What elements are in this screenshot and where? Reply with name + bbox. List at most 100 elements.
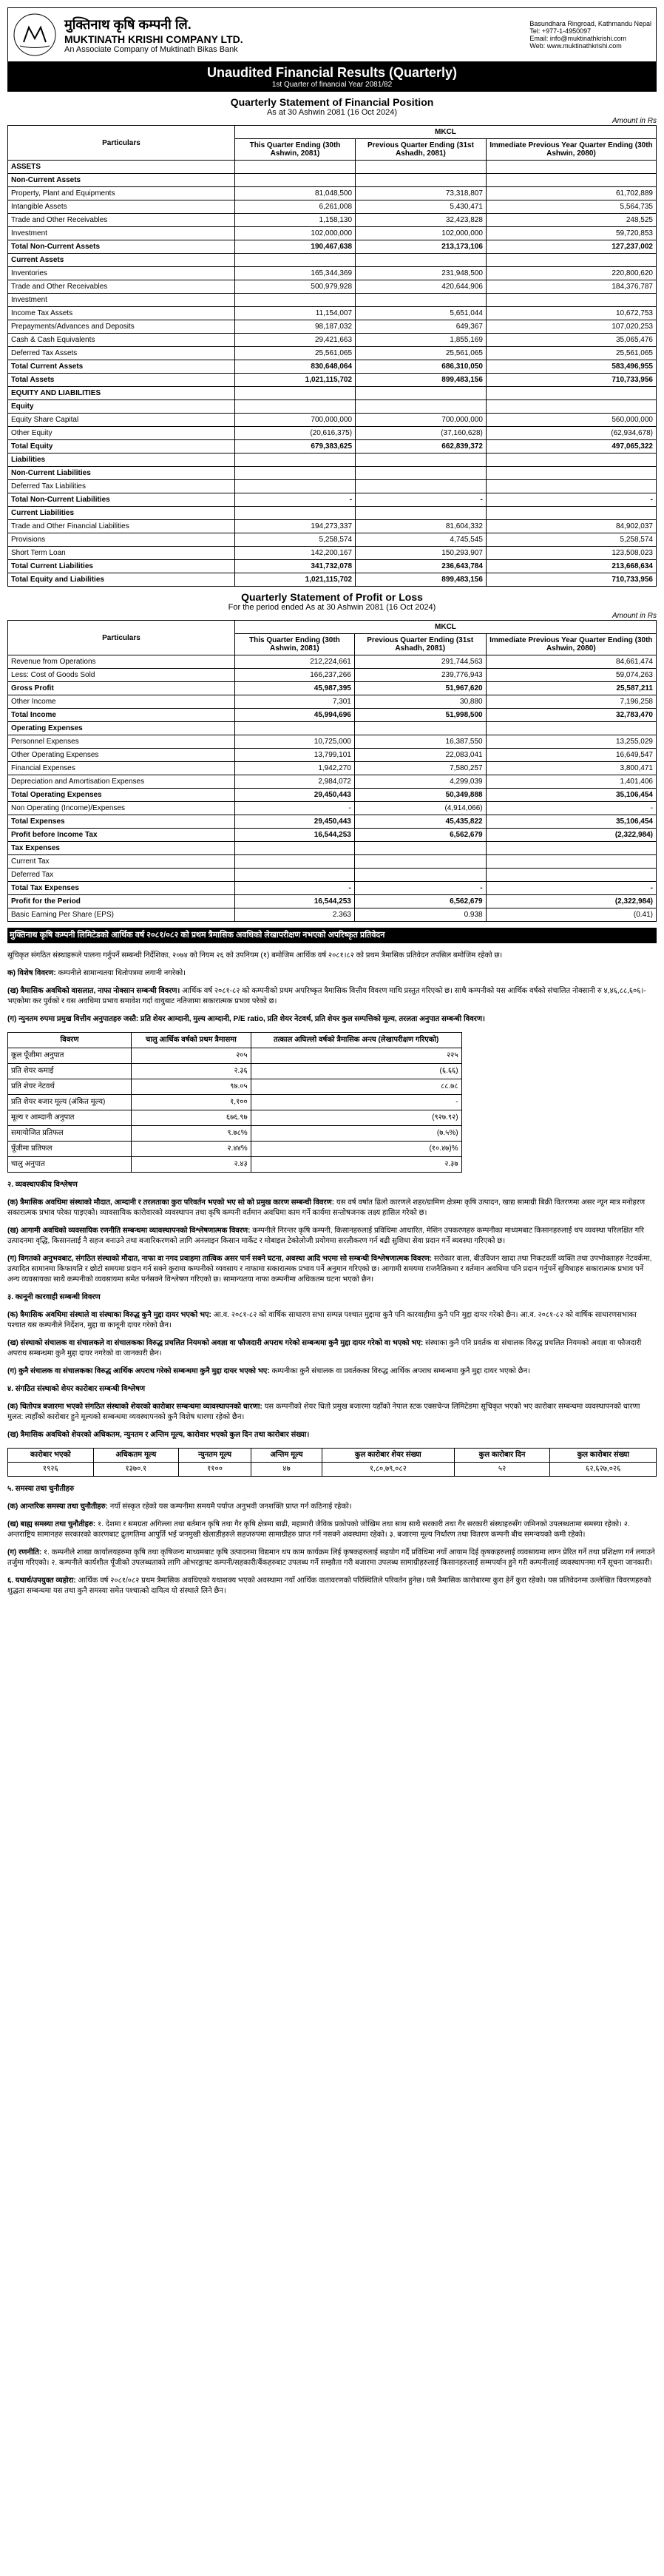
table-row: Investment102,000,000102,000,00059,720,8… <box>8 227 657 240</box>
row-value <box>234 387 355 400</box>
table-row: चालु अनुपात२.४३२.३७ <box>8 1157 462 1173</box>
row-value: 899,483,156 <box>356 374 487 387</box>
row-value: 213,173,106 <box>356 240 487 254</box>
profit-loss-table: Particulars MKCL This Quarter Ending (30… <box>7 620 657 922</box>
notes-heading: मुक्तिनाथ कृषि कम्पनी लिमिटेडको आर्थिक व… <box>7 928 657 943</box>
row-value: ८८.७८ <box>251 1079 461 1095</box>
row-label: Inventories <box>8 267 235 280</box>
row-value: 30,880 <box>354 695 486 709</box>
row-label: प्रति शेयर नेटवर्थ <box>8 1079 132 1095</box>
pl-col1: This Quarter Ending (30th Ashwin, 2081) <box>234 634 354 655</box>
trading-header: कुल कारोबार संख्या <box>550 1449 657 1463</box>
row-value: ६२,६२७,०२६ <box>550 1463 657 1477</box>
table-row: Income Tax Assets11,154,0075,651,04410,6… <box>8 307 657 320</box>
ratio-table: विवरणचालु आर्थिक वर्षको प्रथम त्रैमासमात… <box>7 1032 462 1173</box>
row-value: 1,021,115,702 <box>234 374 355 387</box>
table-row: Gross Profit45,987,39551,967,62025,587,2… <box>8 682 657 695</box>
note-item: (ख) आगामी अवधिको व्यवसायिक रणनीति सम्बन्… <box>7 1226 657 1247</box>
note-item: (ग) रणनीति: १. कम्पनीले शाखा कार्यालयहरु… <box>7 1548 657 1568</box>
row-label: Equity Share Capital <box>8 414 235 427</box>
web: Web: www.muktinathkrishi.com <box>529 42 651 50</box>
row-value: 25,587,211 <box>486 682 656 695</box>
row-value: - <box>486 493 656 507</box>
row-label: Non Operating (Income)/Expenses <box>8 802 235 815</box>
row-label: Depreciation and Amortisation Expenses <box>8 775 235 789</box>
row-value: 2.363 <box>234 908 354 922</box>
row-value <box>356 254 487 267</box>
row-value: 45,994,696 <box>234 709 354 722</box>
row-label: Financial Expenses <box>8 762 235 775</box>
note-item: (ख) बाह्य समस्या तथा चुनौतीहरु: १. देशमा… <box>7 1520 657 1540</box>
row-label: Short Term Loan <box>8 547 235 560</box>
row-label: Trade and Other Receivables <box>8 280 235 294</box>
row-value: 583,496,955 <box>486 360 656 374</box>
row-value <box>234 400 355 414</box>
row-value: 29,421,663 <box>234 334 355 347</box>
row-value: 45,987,395 <box>234 682 354 695</box>
note-item: (ग) कुनै संचालक वा संचालकका विरुद्ध आर्थ… <box>7 1366 657 1377</box>
fp-col2: Previous Quarter Ending (31st Ashadh, 20… <box>356 139 487 161</box>
row-value: 239,776,943 <box>354 669 486 682</box>
row-value: 59,720,853 <box>486 227 656 240</box>
financial-position-table: Particulars MKCL This Quarter Ending (30… <box>7 125 657 587</box>
row-label: Basic Earning Per Share (EPS) <box>8 908 235 922</box>
note-item: (ग) विगतको अनुभवबाट, संगठित संस्थाको मौद… <box>7 1254 657 1285</box>
row-value: (20,616,375) <box>234 427 355 440</box>
note-item: ६. यथार्थ/उपयुक्त व्यहोरा: आर्थिक वर्ष २… <box>7 1576 657 1596</box>
fp-col1: This Quarter Ending (30th Ashwin, 2081) <box>234 139 355 161</box>
row-value: 32,423,828 <box>356 214 487 227</box>
row-value <box>486 722 656 735</box>
pl-col2: Previous Quarter Ending (31st Ashadh, 20… <box>354 634 486 655</box>
row-value: 231,948,500 <box>356 267 487 280</box>
row-value: 220,800,620 <box>486 267 656 280</box>
row-value: 29,450,443 <box>234 789 354 802</box>
ratio-header: चालु आर्थिक वर्षको प्रथम त्रैमासमा <box>132 1033 251 1048</box>
note-item: ३. कानूनी कारवाही सम्बन्धी विवरण <box>7 1292 657 1303</box>
table-row: Current Tax <box>8 855 657 869</box>
row-value <box>234 722 354 735</box>
row-value <box>486 174 656 187</box>
row-value: ९.७८% <box>132 1126 251 1142</box>
row-label: Total Current Liabilities <box>8 560 235 573</box>
row-value: 16,544,253 <box>234 895 354 908</box>
table-row: Total Operating Expenses29,450,44350,349… <box>8 789 657 802</box>
table-row: Basic Earning Per Share (EPS)2.3630.938(… <box>8 908 657 922</box>
row-value <box>486 400 656 414</box>
note-item: (क) त्रैमासिक अवधिमा संस्थाको मौदात, आम्… <box>7 1198 657 1218</box>
company-name-np: मुक्तिनाथ कृषि कम्पनी लि. <box>64 16 243 33</box>
row-value: 32,783,470 <box>486 709 656 722</box>
row-value <box>486 855 656 869</box>
table-row: Total Non-Current Assets190,467,638213,1… <box>8 240 657 254</box>
row-value: 5,258,574 <box>486 533 656 547</box>
row-label: Liabilities <box>8 454 235 467</box>
row-label: Provisions <box>8 533 235 547</box>
row-value <box>356 454 487 467</box>
table-row: १९२६१३७०.१११००४७१,८०,७९,०८२५२६२,६२७,०२६ <box>8 1463 657 1477</box>
row-value: २.४३ <box>132 1157 251 1173</box>
row-value: - <box>234 493 355 507</box>
row-value: 5,258,574 <box>234 533 355 547</box>
table-row: प्रति शेयर कमाई२.३६(६.६६) <box>8 1064 462 1079</box>
table-row: Inventories165,344,369231,948,500220,800… <box>8 267 657 280</box>
table-row: Current Assets <box>8 254 657 267</box>
row-value: - <box>486 882 656 895</box>
table-row: Total Tax Expenses--- <box>8 882 657 895</box>
row-label: Other Operating Expenses <box>8 749 235 762</box>
row-label: Intangible Assets <box>8 200 235 214</box>
row-value: 84,661,474 <box>486 655 656 669</box>
fp-asat: As at 30 Ashwin 2081 (16 Oct 2024) <box>7 108 657 117</box>
row-value: 5,651,044 <box>356 307 487 320</box>
address: Basundhara Ringroad, Kathmandu Nepal <box>529 20 651 27</box>
row-value: 25,561,065 <box>356 347 487 360</box>
table-row: EQUITY AND LIABILITIES <box>8 387 657 400</box>
row-value: 248,525 <box>486 214 656 227</box>
table-row: Depreciation and Amortisation Expenses2,… <box>8 775 657 789</box>
row-value: 142,200,167 <box>234 547 355 560</box>
company-name-en: MUKTINATH KRISHI COMPANY LTD. <box>64 33 243 45</box>
row-value: - <box>251 1095 461 1110</box>
note-item: ४. संगठित संस्थाको शेयर कारोबार सम्बन्धी… <box>7 1384 657 1395</box>
row-value: 6,562,679 <box>354 895 486 908</box>
table-row: Trade and Other Financial Liabilities194… <box>8 520 657 533</box>
row-value: 1,855,169 <box>356 334 487 347</box>
table-row: कूल पूँजीमा अनुपात२०५२२५ <box>8 1048 462 1064</box>
